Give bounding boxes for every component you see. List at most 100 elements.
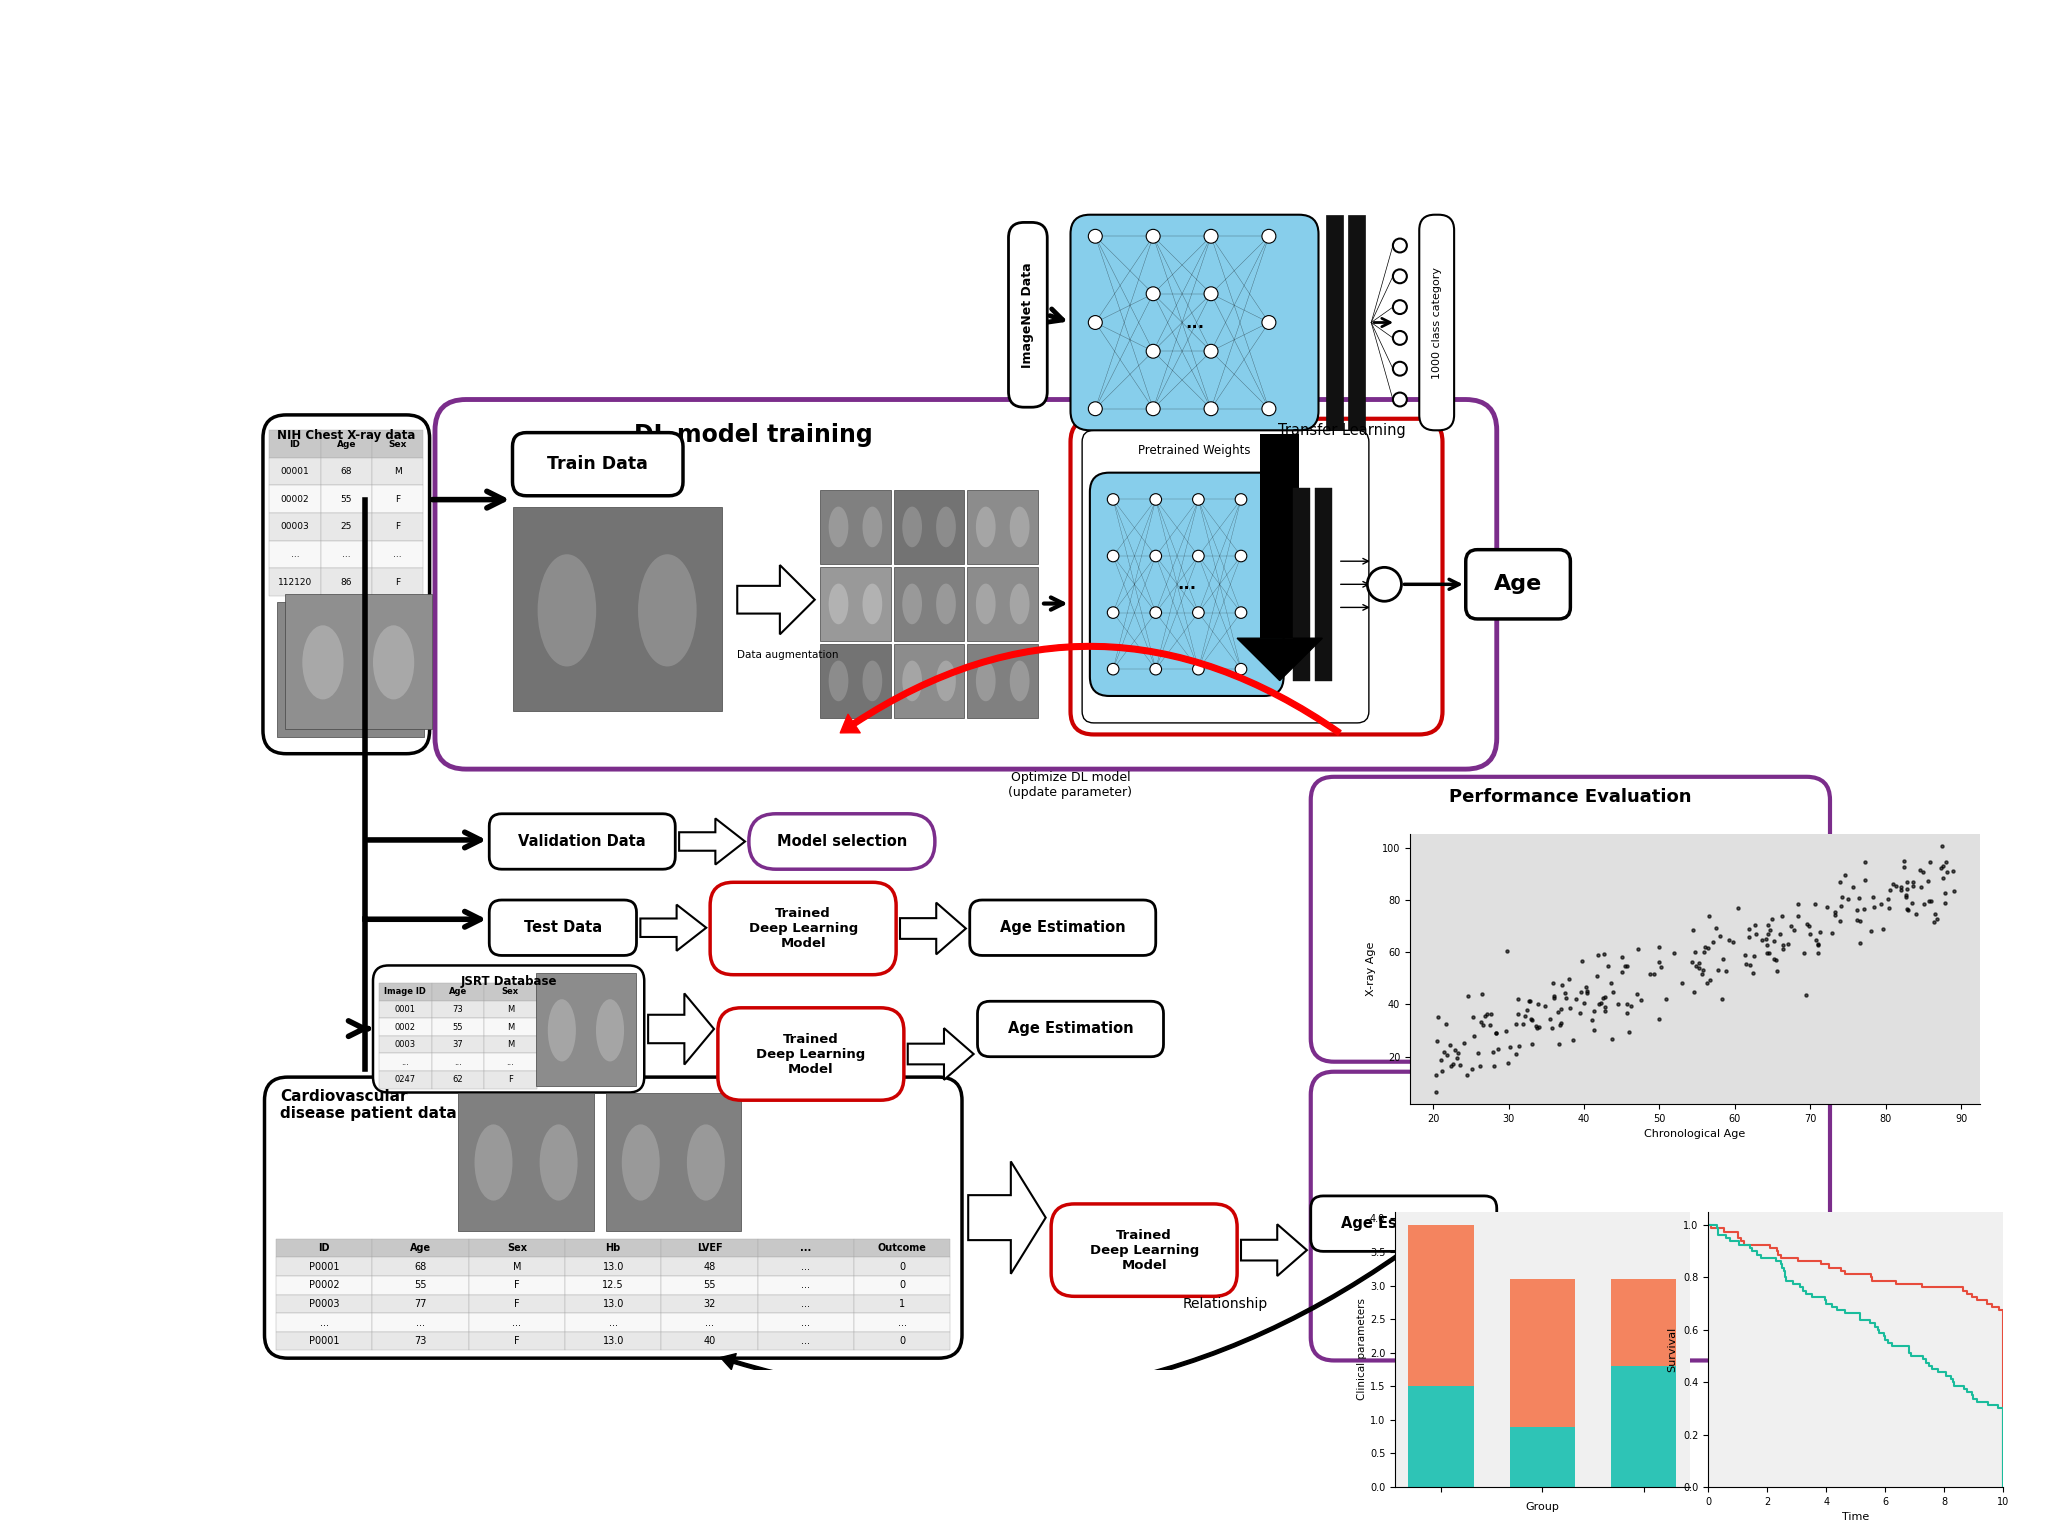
Bar [468, 1257, 565, 1276]
Text: Outcome: Outcome [877, 1244, 926, 1253]
Text: ID: ID [318, 1244, 331, 1253]
Ellipse shape [474, 1125, 514, 1200]
Bar [275, 1331, 372, 1350]
Circle shape [1089, 402, 1103, 416]
Point [1561, 986, 1594, 1011]
Text: Pretrained Weights: Pretrained Weights [1138, 445, 1251, 457]
Circle shape [1234, 606, 1247, 619]
Point [1588, 999, 1621, 1023]
Bar [468, 1294, 565, 1313]
Bar [967, 566, 1037, 640]
Point [1797, 893, 1830, 917]
Point [1567, 991, 1600, 1016]
Text: ID: ID [290, 440, 300, 448]
Bar [468, 1239, 565, 1257]
Point [1701, 959, 1734, 983]
Point [1575, 1008, 1608, 1033]
Point [1896, 870, 1929, 894]
Ellipse shape [976, 506, 996, 548]
Point [1510, 1003, 1543, 1028]
Circle shape [1146, 345, 1161, 359]
Point [1871, 886, 1904, 911]
Point [1729, 953, 1762, 977]
Point [1477, 1040, 1510, 1065]
Text: ...: ... [511, 1317, 522, 1328]
Point [1458, 1023, 1491, 1048]
Text: ...: ... [401, 1057, 409, 1067]
Text: Sex: Sex [501, 988, 520, 996]
FancyBboxPatch shape [969, 900, 1156, 956]
Point [1754, 919, 1787, 943]
Circle shape [1368, 568, 1401, 602]
Point [1912, 890, 1945, 914]
Text: F: F [394, 496, 401, 503]
Text: Hb: Hb [606, 1244, 620, 1253]
FancyBboxPatch shape [750, 814, 935, 870]
Point [1481, 1022, 1514, 1047]
Circle shape [1204, 402, 1218, 416]
Circle shape [1150, 606, 1163, 619]
Bar [320, 540, 372, 568]
Circle shape [1393, 239, 1407, 252]
Bar [893, 566, 963, 640]
Point [1764, 922, 1797, 946]
Point [1758, 928, 1791, 953]
Point [1514, 1007, 1547, 1031]
Polygon shape [649, 993, 715, 1065]
Point [1491, 939, 1524, 963]
Point [1430, 1011, 1462, 1036]
Point [1849, 868, 1881, 893]
Text: ...: ... [898, 1317, 906, 1328]
Text: JSRT Database: JSRT Database [460, 974, 557, 988]
Point [1828, 862, 1861, 886]
Point [1596, 980, 1629, 1005]
Polygon shape [680, 819, 746, 865]
Point [1645, 954, 1678, 979]
Bar [372, 1331, 468, 1350]
Ellipse shape [976, 583, 996, 625]
Bar [854, 1239, 951, 1257]
Bar [372, 1276, 468, 1294]
Point [1840, 908, 1873, 933]
Bar [372, 1257, 468, 1276]
Point [1750, 933, 1783, 957]
Text: ImageNet Data: ImageNet Data [1021, 262, 1035, 368]
Point [1543, 1000, 1575, 1025]
Point [1545, 996, 1577, 1020]
Point [1801, 931, 1834, 956]
Point [1886, 877, 1918, 902]
Point [1563, 1000, 1596, 1025]
Text: P0002: P0002 [308, 1280, 339, 1290]
Point [1678, 940, 1711, 965]
Circle shape [1261, 315, 1276, 329]
Bar [661, 1331, 758, 1350]
Text: Transfer Learning: Transfer Learning [1278, 423, 1405, 437]
Point [1469, 1003, 1501, 1028]
Point [1931, 859, 1964, 883]
Polygon shape [1237, 639, 1323, 680]
Polygon shape [737, 565, 815, 634]
Text: 13.0: 13.0 [602, 1299, 624, 1310]
Bar [536, 973, 637, 1087]
Bar [468, 1313, 565, 1331]
Point [1643, 950, 1676, 974]
Bar [269, 512, 320, 540]
Bar [275, 1276, 372, 1294]
Bar [854, 1313, 951, 1331]
Bar [431, 1036, 485, 1054]
Text: 00003: 00003 [281, 522, 310, 531]
Bar [431, 983, 485, 1000]
Y-axis label: Clinical parameters: Clinical parameters [1358, 1299, 1368, 1400]
Point [1450, 983, 1483, 1008]
Bar [820, 566, 891, 640]
Point [1438, 1037, 1471, 1062]
Bar [1510, 1279, 1575, 1427]
Ellipse shape [1011, 506, 1029, 548]
Circle shape [1204, 229, 1218, 243]
Point [1684, 962, 1717, 986]
Text: X-ray age and clinical parameters: X-ray age and clinical parameters [1413, 1083, 1727, 1102]
Text: Relationship: Relationship [1183, 1297, 1267, 1311]
Y-axis label: Survival: Survival [1668, 1327, 1678, 1373]
Bar [275, 1239, 372, 1257]
Text: 0: 0 [900, 1262, 906, 1271]
